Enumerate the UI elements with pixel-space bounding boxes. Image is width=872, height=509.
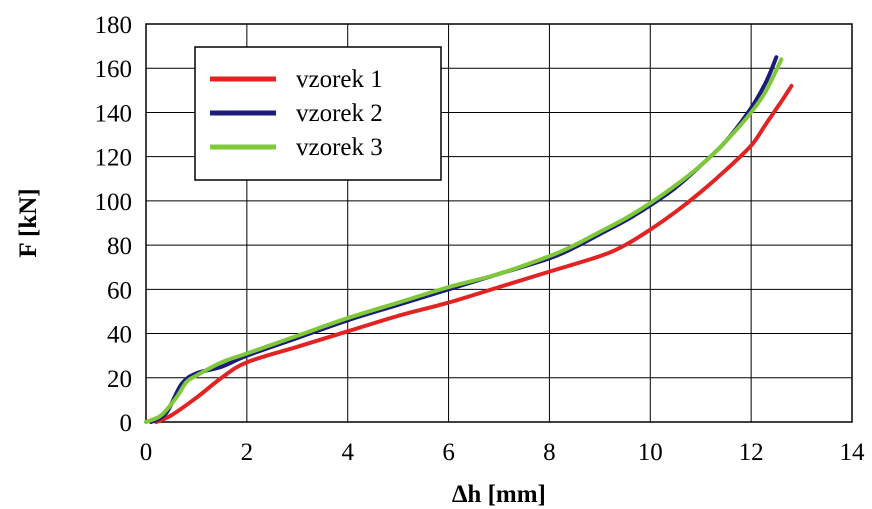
y-axis-label: F [kN] [15,188,42,257]
y-tick-label: 160 [95,56,133,83]
x-tick-label: 4 [341,439,354,466]
series-lines [144,55,794,424]
x-tick-label: 12 [739,439,764,466]
y-tick-label: 140 [95,100,133,127]
y-tick-label: 180 [95,12,133,39]
x-tick-labels: 0 2 4 6 8 10 12 14 [140,439,865,466]
y-tick-label: 80 [107,233,132,260]
y-tick-label: 100 [95,189,133,216]
x-tick-label: 2 [241,439,254,466]
x-tick-label: 6 [442,439,455,466]
legend-label-1: vzorek 1 [296,66,383,93]
legend: vzorek 1 vzorek 2 vzorek 3 [194,46,442,181]
y-tick-label: 20 [107,366,132,393]
y-tick-labels: 0 20 40 60 80 100 120 140 160 180 [95,12,133,437]
legend-label-2: vzorek 2 [296,100,383,127]
x-tick-label: 14 [840,439,866,466]
y-tick-label: 40 [107,322,132,349]
y-tick-label: 60 [107,277,132,304]
y-tick-label: 120 [95,145,133,172]
legend-label-3: vzorek 3 [296,134,383,161]
x-axis-label: ∆h [mm] [452,481,546,508]
x-tick-label: 8 [543,439,556,466]
series-line-3 [144,57,784,424]
y-tick-label: 0 [120,410,133,437]
series-line-1 [154,83,794,424]
x-tick-label: 0 [140,439,153,466]
x-tick-label: 10 [638,439,663,466]
